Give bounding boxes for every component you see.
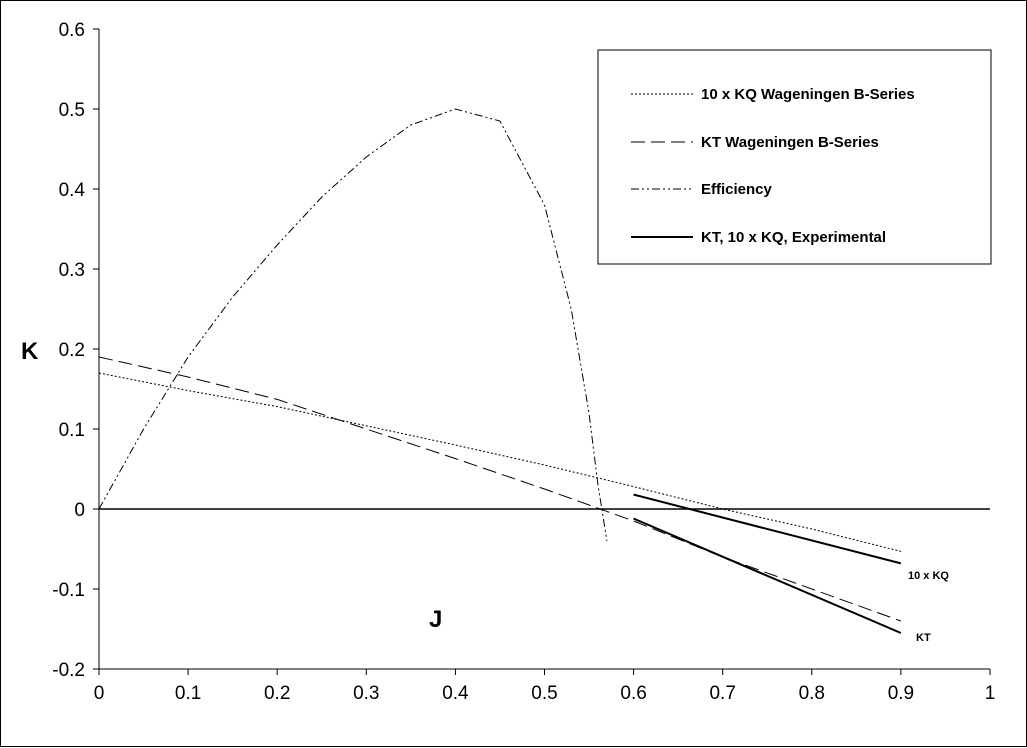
legend-item-kq: 10 x KQ Wageningen B-Series [631,86,915,103]
series-line-experimental-kt [633,517,902,634]
legend-label-kq: 10 x KQ Wageningen B-Series [701,86,915,103]
legend-item-efficiency: Efficiency [631,181,773,198]
x-tick-label: 0.5 [531,683,557,704]
x-tick-label: 0.8 [799,683,825,704]
plot-area: -0.2 -0.1 0 0.1 0.2 0.3 0.4 0.5 0.6 0 0.1 0.2 0.3 0.4… [52,20,995,704]
legend-item-kt: KT Wageningen B-Series [631,134,879,151]
series-line-efficiency [98,108,608,542]
y-tick-label: 0.5 [59,100,85,121]
legend-label-kt: KT Wageningen B-Series [701,134,879,151]
y-tick-label: 0.2 [59,340,85,361]
x-tick-label: 0.7 [709,683,735,704]
y-tick-label: 0.6 [59,20,85,41]
x-tick-label: 0.9 [888,683,914,704]
annotation-kq: 10 x KQ [908,570,949,582]
legend: 10 x KQ Wageningen B-Series KT Wageninge… [597,49,992,265]
x-axis-title: J [429,606,442,633]
x-tick-label: 1 [985,683,996,704]
x-tick-label: 0.1 [175,683,201,704]
y-tick-label: 0.3 [59,260,85,281]
series-line-experimental-kq [633,493,902,565]
x-tick-label: 0.2 [264,683,290,704]
y-tick-label: -0.2 [52,660,85,681]
x-tick-label: 0.6 [620,683,646,704]
x-tick-label: 0.4 [442,683,469,704]
legend-item-experimental: KT, 10 x KQ, Experimental [631,229,886,246]
legend-label-experimental: KT, 10 x KQ, Experimental [701,229,886,246]
series-line-kq-wageningen [98,372,902,552]
y-tick-label: -0.1 [52,580,85,601]
y-axis-title: K [21,338,39,365]
annotation-kt: KT [916,632,931,644]
y-tick-label: 0.1 [59,420,85,441]
series-line-kt-wageningen [98,356,902,622]
x-tick-label: 0 [94,683,105,704]
y-tick-label: 0.4 [59,180,86,201]
legend-label-efficiency: Efficiency [701,181,773,198]
x-tick-label: 0.3 [353,683,379,704]
y-tick-label: 0 [74,500,85,521]
